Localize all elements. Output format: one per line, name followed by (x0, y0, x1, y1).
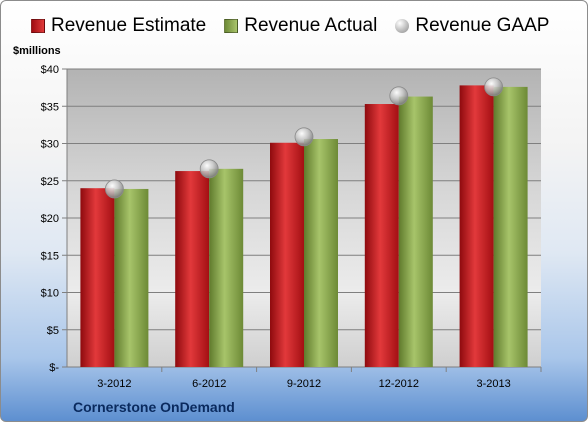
marker-revenue-gaap (294, 127, 314, 147)
marker-revenue-gaap (105, 179, 124, 199)
x-tick-label: 9-2012 (287, 378, 321, 390)
x-tick-label: 3-2012 (97, 378, 131, 390)
bar-revenue-estimate (80, 188, 115, 367)
bar-revenue-estimate (175, 171, 210, 367)
bar-revenue-estimate (364, 104, 399, 367)
marker-revenue-gaap (389, 86, 409, 106)
marker-revenue-gaap (484, 77, 504, 97)
bar-revenue-estimate (459, 85, 494, 367)
bar-revenue-actual (398, 96, 433, 367)
y-tick-label: $30 (41, 139, 59, 151)
x-tick-label: 12-2012 (379, 378, 419, 390)
legend-swatch-estimate (31, 19, 45, 33)
bar-revenue-actual (304, 139, 338, 367)
y-tick-label: $35 (41, 101, 59, 113)
y-axis-unit-label: $millions (13, 45, 61, 57)
company-name: Cornerstone OnDemand (73, 399, 235, 415)
x-tick-label: 3-2013 (476, 378, 510, 390)
bar-revenue-estimate (270, 142, 304, 367)
y-tick-label: $5 (47, 325, 59, 337)
y-tick-label: $25 (41, 176, 59, 188)
bar-revenue-actual (209, 168, 244, 367)
y-tick-label: $20 (41, 213, 59, 225)
bar-revenue-actual (114, 188, 149, 367)
marker-revenue-gaap (199, 159, 219, 179)
legend: Revenue Estimate Revenue Actual Revenue … (31, 15, 567, 37)
y-tick-label: $40 (41, 64, 59, 76)
y-tick-label: $10 (41, 288, 59, 300)
legend-item-gaap: Revenue GAAP (395, 15, 549, 37)
legend-item-estimate: Revenue Estimate (31, 15, 206, 37)
legend-label-actual: Revenue Actual (244, 15, 378, 36)
bar-revenue-actual (493, 86, 528, 367)
y-tick-label: $15 (41, 250, 59, 262)
legend-swatch-actual (224, 19, 239, 33)
legend-swatch-gaap (395, 19, 410, 33)
y-tick-label: $- (49, 362, 59, 374)
x-tick-label: 6-2012 (192, 378, 226, 390)
legend-label-estimate: Revenue Estimate (51, 15, 207, 36)
legend-item-actual: Revenue Actual (224, 15, 377, 37)
legend-label-gaap: Revenue GAAP (415, 15, 550, 36)
